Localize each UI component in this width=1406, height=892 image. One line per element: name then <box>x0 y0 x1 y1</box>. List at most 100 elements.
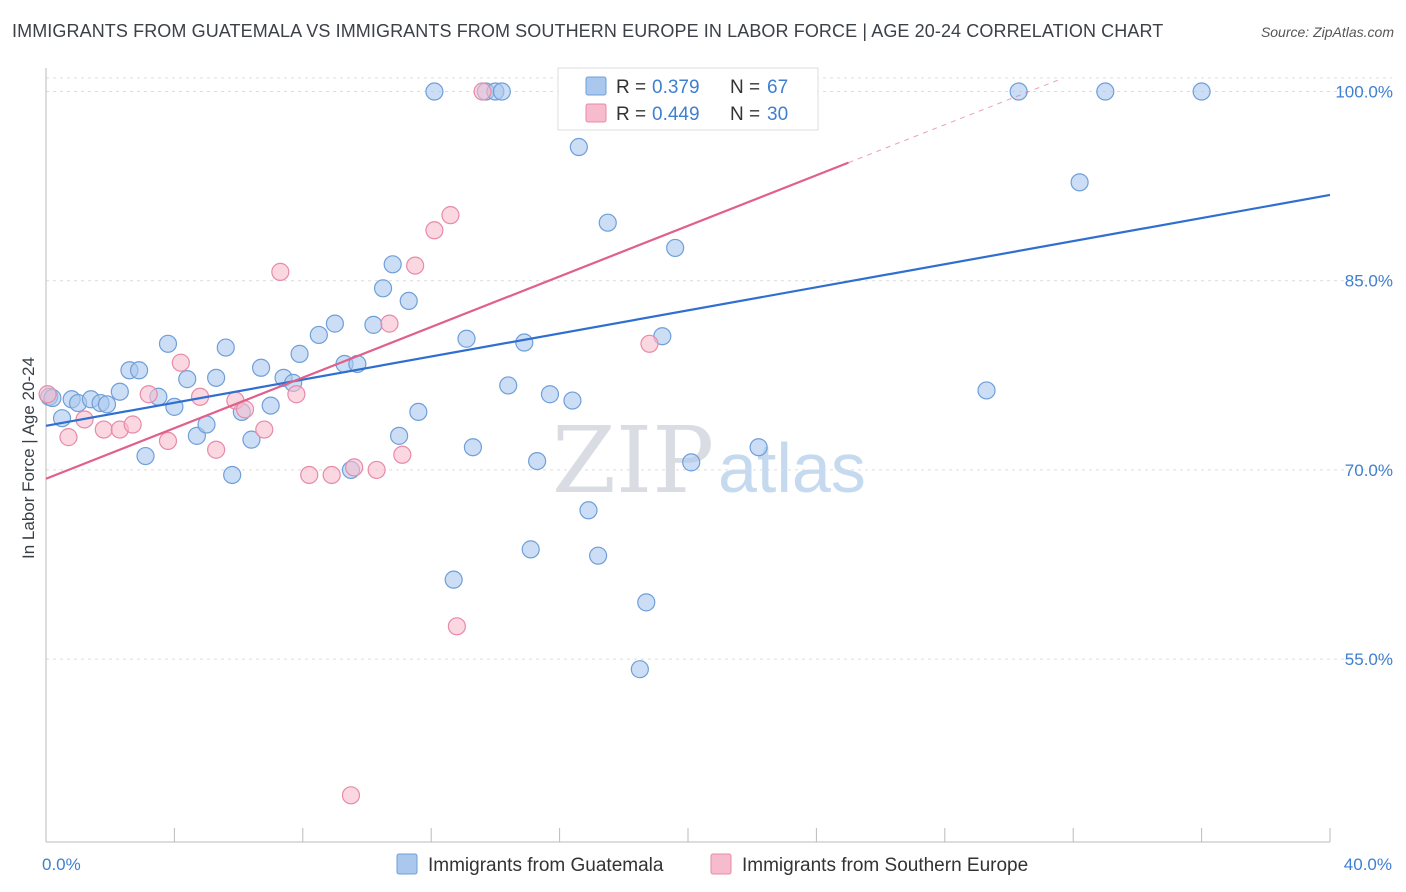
southern-europe-point <box>345 458 364 477</box>
southern-europe-point <box>255 420 274 439</box>
legend-swatch-southern-europe <box>585 103 607 123</box>
guatemala-point <box>309 325 328 345</box>
southern-europe-point <box>341 786 361 805</box>
bottom-legend-swatch-guatemala <box>396 853 418 875</box>
guatemala-point <box>499 376 518 395</box>
y-tick-labels: 55.0% 70.0% 85.0% 100.0% <box>1335 83 1393 670</box>
guatemala-point <box>110 382 129 401</box>
guatemala-point <box>569 137 588 157</box>
guatemala-point <box>457 329 476 348</box>
southern-europe-point <box>207 440 226 459</box>
legend-n-label-southern-europe: N = <box>730 104 760 125</box>
legend-r-label-southern-europe: R = <box>616 104 646 125</box>
southern-europe-point <box>38 385 57 404</box>
guatemala-point <box>1192 82 1211 101</box>
guatemala-point <box>158 334 178 353</box>
guatemala-point <box>207 368 226 387</box>
southern-europe-point <box>171 353 190 372</box>
guatemala-point <box>97 395 117 414</box>
guatemala-point <box>325 314 344 333</box>
series-legend: Immigrants from Guatemala Immigrants fro… <box>396 853 1028 876</box>
series-southern-europe-points <box>38 82 730 805</box>
guatemala-point <box>444 570 463 589</box>
legend-n-label-guatemala: N = <box>730 77 760 98</box>
y-tick-label: 55.0% <box>1345 650 1393 669</box>
legend-swatch-guatemala <box>585 76 607 96</box>
watermark-atlas: atlas <box>718 429 866 507</box>
guatemala-point <box>579 501 598 520</box>
southern-europe-point <box>447 617 466 636</box>
southern-europe-point <box>158 431 178 451</box>
southern-europe-point <box>425 221 444 240</box>
guatemala-point <box>977 381 996 400</box>
guatemala-point <box>1009 82 1028 101</box>
southern-europe-point <box>271 262 290 281</box>
southern-europe-point <box>441 206 460 225</box>
x-tick-label: 0.0% <box>42 855 81 874</box>
guatemala-point <box>251 358 271 377</box>
southern-europe-point <box>406 256 425 275</box>
southern-europe-point <box>473 82 492 101</box>
guatemala-point <box>528 451 547 471</box>
guatemala-point <box>563 391 582 410</box>
guatemala-point <box>261 396 280 415</box>
y-tick-label: 85.0% <box>1345 272 1393 291</box>
guatemala-point <box>129 361 149 380</box>
southern-europe-point <box>393 445 412 464</box>
guatemala-point <box>637 593 656 612</box>
guatemala-point <box>399 291 418 311</box>
y-tick-label: 70.0% <box>1345 461 1393 480</box>
guatemala-point <box>463 438 483 457</box>
guatemala-point <box>630 660 649 679</box>
guatemala-point <box>598 213 617 232</box>
guatemala-point <box>749 438 768 457</box>
guatemala-point <box>223 465 242 485</box>
trend-line-southern-europe-extension <box>848 78 1062 164</box>
trend-line-southern-europe <box>45 161 849 480</box>
legend-n-value-guatemala: 67 <box>767 77 788 98</box>
guatemala-point <box>383 255 402 274</box>
southern-europe-point <box>367 460 386 480</box>
guatemala-point <box>216 338 235 357</box>
guatemala-point <box>540 385 560 404</box>
bottom-legend-swatch-southern-europe <box>710 853 732 875</box>
legend-r-value-guatemala: 0.379 <box>652 77 700 98</box>
trend-lines <box>45 78 1331 480</box>
guatemala-point <box>666 238 685 258</box>
stats-legend: R = 0.379 N = 67 R = 0.449 N = 30 <box>557 67 819 131</box>
southern-europe-point <box>322 465 341 485</box>
bottom-legend-label-southern-europe: Immigrants from Southern Europe <box>742 855 1028 876</box>
southern-europe-point <box>94 420 113 439</box>
guatemala-point <box>364 315 383 334</box>
gridlines <box>46 77 1392 660</box>
guatemala-point <box>425 82 444 101</box>
axes <box>45 68 1331 843</box>
y-axis-label: In Labor Force | Age 20-24 <box>19 357 38 559</box>
bottom-legend-label-guatemala: Immigrants from Guatemala <box>428 855 664 876</box>
guatemala-point <box>409 402 428 421</box>
x-tick-labels: 0.0% 40.0% <box>42 855 1392 874</box>
chart-title: IMMIGRANTS FROM GUATEMALA VS IMMIGRANTS … <box>12 21 1164 41</box>
guatemala-point <box>178 370 197 389</box>
southern-europe-point <box>380 314 399 333</box>
guatemala-point <box>682 453 701 472</box>
trend-line-guatemala <box>45 193 1331 427</box>
legend-r-label-guatemala: R = <box>616 77 646 98</box>
x-tick-label: 40.0% <box>1344 855 1392 874</box>
guatemala-point <box>1096 82 1115 101</box>
southern-europe-point <box>139 385 158 404</box>
southern-europe-point <box>300 465 319 485</box>
southern-europe-point <box>123 415 142 434</box>
guatemala-point <box>242 430 261 449</box>
guatemala-point <box>136 446 155 466</box>
guatemala-point <box>521 540 540 559</box>
southern-europe-point <box>59 428 78 447</box>
series-guatemala-points <box>40 82 1211 679</box>
guatemala-point <box>290 344 309 363</box>
y-tick-label: 100.0% <box>1335 83 1393 102</box>
southern-europe-point <box>287 385 306 404</box>
southern-europe-point <box>640 334 659 353</box>
guatemala-point <box>589 546 608 565</box>
guatemala-point <box>515 333 534 352</box>
